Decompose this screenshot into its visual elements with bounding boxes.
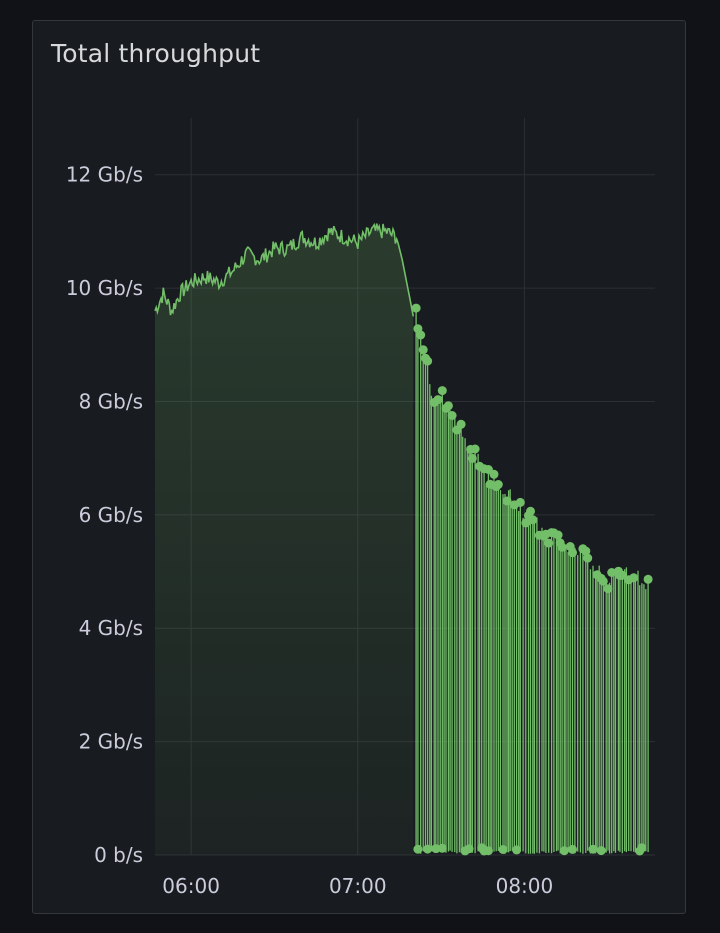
series-point xyxy=(553,530,563,540)
series-point xyxy=(603,584,613,594)
series-point xyxy=(456,419,466,429)
x-tick-label: 08:00 xyxy=(496,874,554,898)
x-tick-label: 06:00 xyxy=(162,874,220,898)
series-point xyxy=(443,401,453,411)
series-point xyxy=(489,469,499,479)
y-tick-label: 6 Gb/s xyxy=(79,503,143,527)
series-point xyxy=(423,356,433,366)
panel-title: Total throughput xyxy=(51,39,261,68)
series-point xyxy=(433,395,443,405)
y-tick-label: 4 Gb/s xyxy=(79,616,143,640)
y-tick-label: 2 Gb/s xyxy=(79,730,143,754)
series-throughput xyxy=(154,222,653,856)
series-point xyxy=(416,330,426,340)
series-point xyxy=(411,303,421,313)
series-point xyxy=(643,574,653,584)
y-tick-label: 8 Gb/s xyxy=(79,389,143,413)
series-point xyxy=(418,345,428,355)
series-point xyxy=(568,548,577,558)
series-point xyxy=(526,506,535,516)
y-tick-label: 12 Gb/s xyxy=(66,163,143,187)
series-area-fill xyxy=(155,223,414,856)
x-tick-label: 07:00 xyxy=(329,874,387,898)
y-axis: 12 Gb/s 10 Gb/s 8 Gb/s 6 Gb/s 4 Gb/s 2 G… xyxy=(66,163,143,867)
series-point xyxy=(581,546,591,556)
series-point xyxy=(493,480,503,489)
series-point xyxy=(528,515,538,525)
series-point xyxy=(437,386,447,396)
series-point xyxy=(568,844,577,854)
series-point xyxy=(470,444,480,454)
series-point xyxy=(637,843,647,853)
series-point xyxy=(464,844,474,854)
series-point xyxy=(515,497,525,507)
y-tick-label: 10 Gb/s xyxy=(66,276,143,300)
series-point xyxy=(498,845,508,854)
y-tick-label: 0 b/s xyxy=(94,843,143,867)
series-point xyxy=(629,573,639,583)
x-axis: 06:00 07:00 08:00 xyxy=(162,874,553,898)
series-point xyxy=(583,553,593,563)
series-line xyxy=(154,222,415,317)
series-point xyxy=(596,846,606,856)
